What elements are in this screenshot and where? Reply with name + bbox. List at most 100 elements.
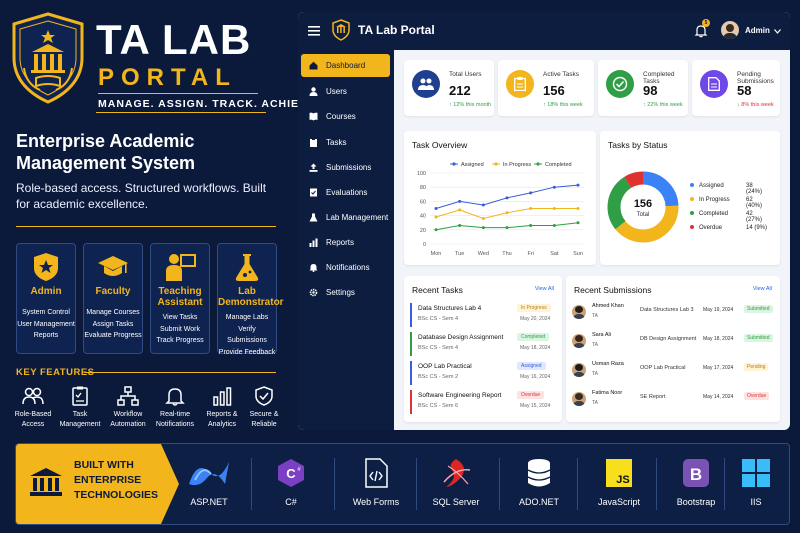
- notification-bell-icon[interactable]: [694, 24, 708, 38]
- role-duty: Manage Labs: [225, 314, 269, 321]
- app-title: TA Lab Portal: [358, 23, 435, 37]
- data-point: [458, 224, 462, 228]
- role-title: Lab Demonstrator: [218, 286, 284, 308]
- submission-date: May 18, 2024: [703, 336, 734, 342]
- data-point: [481, 216, 485, 220]
- flask-icon: [235, 254, 259, 281]
- task-overview-card: Task Overview 0 20 40 60 80 100 Mon Tue Wed Thu Fr…: [404, 131, 596, 265]
- view-all-submissions-link[interactable]: View All: [752, 286, 772, 292]
- status-badge: Overdue: [517, 391, 545, 399]
- stat-change: ↓ 8% this week: [737, 102, 774, 108]
- feature-label: Management: [59, 421, 101, 428]
- x-tick-label: Sat: [550, 251, 559, 257]
- data-point: [481, 203, 485, 207]
- user-name[interactable]: Admin: [745, 26, 770, 35]
- sidebar-item-label: Evaluations: [326, 188, 368, 197]
- legend-label: Overdue: [699, 225, 723, 231]
- sql-server-logo-icon: [443, 459, 471, 487]
- users-icon: [418, 78, 434, 90]
- task-course: BSc CS - Sem 6: [418, 403, 459, 409]
- flask-icon: [309, 213, 318, 222]
- submission-row[interactable]: Ahmed Khan TA Data Structures Lab 3 May 19,…: [572, 302, 773, 330]
- university-crest-logo: [12, 12, 84, 104]
- task-row[interactable]: OOP Lab Practical BSc CS - Sem 2 Assigned M…: [410, 361, 556, 385]
- y-tick-label: 100: [417, 171, 426, 177]
- role-duty: User Management: [17, 320, 75, 328]
- data-point: [552, 185, 556, 189]
- sidebar-item-users[interactable]: Users: [301, 80, 390, 103]
- sidebar-item-courses[interactable]: Courses: [301, 105, 390, 128]
- upload-icon: [309, 163, 318, 172]
- feature-label: Role-Based: [14, 411, 52, 418]
- tech-label: ADO.NET: [518, 497, 559, 507]
- legend-swatch: [452, 162, 456, 166]
- submission-course: Data Structures Lab 3: [640, 307, 694, 313]
- submission-row[interactable]: Fatima Noor TA SE Report May 14, 2024 Overdu…: [572, 389, 772, 417]
- windows-logo-icon: [742, 459, 770, 487]
- clipboard-icon: [310, 138, 317, 147]
- data-point: [529, 224, 533, 228]
- stat-card-pending-submissions[interactable]: Pending Submissions 58 ↓ 8% this week: [692, 60, 780, 116]
- tasks-by-status-card: Tasks by Status 156 Total Assigned 38 (24%…: [600, 131, 780, 265]
- divider: [724, 458, 725, 510]
- feature-label: Secure &: [249, 411, 279, 418]
- built-with-panel: BUILT WITH ENTERPRISE TECHNOLOGIES: [16, 444, 179, 524]
- stat-label: Total Users: [449, 71, 482, 78]
- task-row[interactable]: Database Design Assignment BSc CS - Sem 4…: [410, 332, 556, 356]
- key-features-title: KEY FEATURES: [16, 367, 95, 378]
- sidebar-item-submissions[interactable]: Submissions: [301, 156, 390, 179]
- notification-badge: 5: [702, 19, 710, 27]
- card-title: Task Overview: [412, 140, 468, 150]
- legend-label: Assigned: [461, 162, 484, 168]
- stat-label: Completed Tasks: [643, 71, 675, 85]
- legend-label: Assigned: [699, 183, 724, 189]
- app-topbar: TA Lab Portal 5 Admin: [298, 12, 790, 50]
- legend-swatch: [690, 183, 694, 188]
- legend-value: 14 (9%): [746, 225, 768, 231]
- task-row[interactable]: Data Structures Lab 4 BSc CS - Sem 4 In Pr…: [410, 303, 556, 327]
- stat-card-active-tasks[interactable]: Active Tasks 156 ↑ 18% this week: [498, 60, 594, 116]
- shield-check-icon: [255, 386, 273, 406]
- legend-label: Completed: [699, 211, 729, 217]
- submission-row[interactable]: Usman Raza TA OOP Lab Practical May 17, 202…: [572, 360, 772, 388]
- sidebar-item-tasks[interactable]: Tasks: [301, 131, 390, 154]
- role-card-faculty: Faculty Manage Courses Assign Tasks Eval…: [83, 243, 143, 354]
- chevron-down-icon[interactable]: [774, 29, 781, 34]
- tech-csharp: C # C#: [256, 458, 326, 507]
- avatar[interactable]: [721, 21, 739, 39]
- data-point: [481, 226, 485, 230]
- hamburger-menu-icon[interactable]: [308, 26, 320, 36]
- sidebar-item-dashboard[interactable]: Dashboard: [301, 54, 390, 77]
- role-duty: Verify Submissions: [227, 325, 267, 345]
- bar-chart-icon: [213, 387, 232, 406]
- stat-card-completed-tasks[interactable]: Completed Tasks 98 ↑ 22% this week: [598, 60, 688, 116]
- sidebar-item-settings[interactable]: Settings: [301, 281, 390, 304]
- sidebar-item-label: Settings: [326, 288, 355, 297]
- sidebar-item-evaluations[interactable]: Evaluations: [301, 181, 390, 204]
- y-tick-label: 40: [420, 214, 426, 220]
- role-duty: Manage Courses: [86, 309, 140, 316]
- stat-icon-circle: [700, 70, 728, 98]
- view-all-tasks-link[interactable]: View All: [534, 286, 554, 292]
- sidebar-item-reports[interactable]: Reports: [301, 231, 390, 254]
- javascript-logo-icon: JS: [606, 459, 632, 487]
- sidebar-item-notifications[interactable]: Notifications: [301, 256, 390, 279]
- sidebar-item-label: Lab Management: [326, 213, 389, 222]
- role-card-admin: Admin System Control User Management Rep…: [16, 243, 76, 354]
- task-row[interactable]: Software Engineering Report BSc CS - Sem …: [410, 390, 556, 414]
- sidebar-item-lab-management[interactable]: Lab Management: [301, 206, 390, 229]
- divider: [16, 226, 276, 227]
- data-point: [434, 207, 438, 210]
- donut-slice: [607, 171, 679, 243]
- submission-row[interactable]: Sara Ali TA DB Design Assignment May 18, 20…: [572, 331, 773, 359]
- data-point: [576, 221, 580, 225]
- role-duty: Provide Feedback: [218, 348, 276, 356]
- legend-value: 38 (24%): [746, 183, 763, 195]
- data-point: [529, 207, 533, 210]
- feature-label: Automation: [110, 421, 146, 428]
- evaluation-icon: [310, 188, 317, 197]
- stat-card-total-users[interactable]: Total Users 212 ↑ 12% this month: [404, 60, 494, 116]
- status-badge: Submitted: [744, 305, 773, 313]
- submission-course: OOP Lab Practical: [640, 365, 686, 371]
- x-tick-label: Sun: [573, 251, 583, 257]
